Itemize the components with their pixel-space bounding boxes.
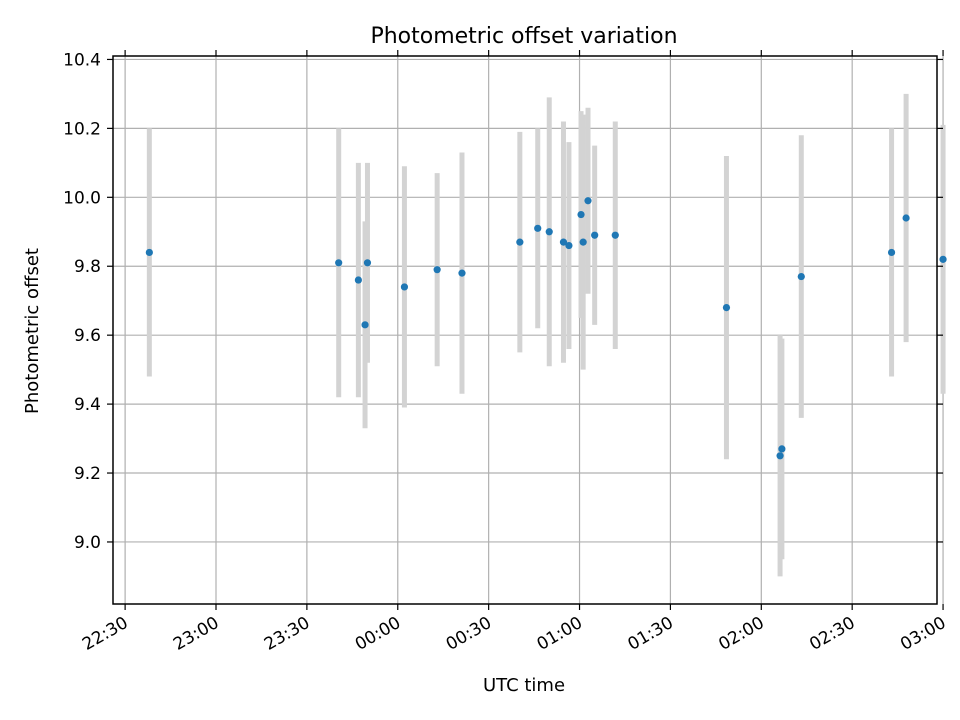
x-tick-label: 01:30 xyxy=(624,613,676,655)
y-tick-label: 9.2 xyxy=(74,464,101,484)
y-tick-label: 10.4 xyxy=(63,50,101,70)
data-point xyxy=(361,321,369,329)
x-tick-label: 22:30 xyxy=(79,613,131,655)
data-point xyxy=(433,266,441,274)
x-tick-label: 23:30 xyxy=(261,613,313,655)
data-point xyxy=(545,228,553,236)
y-tick-label: 10.0 xyxy=(63,188,101,208)
data-point xyxy=(335,259,343,267)
data-point xyxy=(887,248,896,257)
y-tick-label: 10.2 xyxy=(63,119,101,139)
x-tick-label: 03:00 xyxy=(897,613,949,655)
data-point xyxy=(584,197,592,205)
data-point xyxy=(400,283,409,291)
data-point xyxy=(579,238,587,246)
x-tick-label: 01:00 xyxy=(534,613,586,655)
x-axis-ticks: 22:30 23:00 23:30 00:00 00:30 01:00 01:30 02:00… xyxy=(79,50,950,655)
x-tick-label: 23:00 xyxy=(170,613,222,655)
x-axis-label: UTC time xyxy=(483,675,565,696)
x-tick-label: 02:00 xyxy=(715,613,767,655)
data-point xyxy=(534,224,542,232)
error-bars xyxy=(146,93,946,577)
grid-lines xyxy=(113,56,944,604)
data-point xyxy=(939,255,947,263)
data-point xyxy=(577,210,585,219)
data-point xyxy=(458,269,466,277)
y-axis-ticks: 9.0 9.2 9.4 9.6 9.8 10.0 10.2 10.4 xyxy=(63,50,943,553)
data-point xyxy=(354,276,362,284)
data-point xyxy=(776,452,784,460)
plot-frame xyxy=(112,55,938,605)
data-point xyxy=(516,238,524,246)
y-tick-label: 9.0 xyxy=(74,533,101,553)
x-tick-label: 00:30 xyxy=(443,613,495,655)
data-point xyxy=(559,238,568,246)
data-point xyxy=(565,241,573,250)
data-point xyxy=(611,231,619,239)
x-tick-label: 02:30 xyxy=(806,613,858,655)
data-point xyxy=(722,303,731,312)
data-point xyxy=(902,214,910,222)
data-point xyxy=(145,248,153,257)
data-point xyxy=(591,231,599,239)
y-tick-label: 9.8 xyxy=(74,257,101,277)
y-axis-label: Photometric offset xyxy=(22,248,43,414)
chart-title: Photometric offset variation xyxy=(370,24,677,49)
y-tick-label: 9.6 xyxy=(74,326,101,346)
data-point xyxy=(797,272,805,281)
data-points xyxy=(145,197,947,460)
data-point xyxy=(778,445,786,453)
y-tick-label: 9.4 xyxy=(74,395,101,415)
x-tick-label: 00:00 xyxy=(352,613,404,655)
data-point xyxy=(363,259,372,267)
